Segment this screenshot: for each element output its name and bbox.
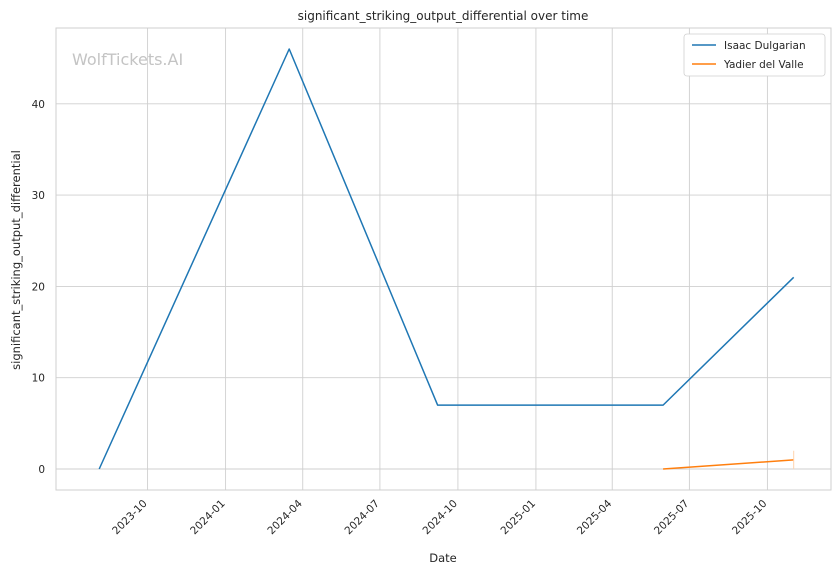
series-layer — [98, 48, 795, 470]
y-tick-label: 20 — [32, 281, 45, 293]
y-tick-label: 10 — [32, 373, 45, 385]
series-line-2 — [663, 459, 794, 470]
y-axis-label: significant_striking_output_differential — [9, 150, 23, 370]
legend-label-yadier: Yadier del Valle — [723, 59, 804, 71]
legend-label-isaac: Isaac Dulgarian — [724, 40, 806, 52]
x-axis-label: Date — [429, 551, 457, 565]
legend-box — [683, 33, 826, 77]
y-tick-label: 40 — [32, 99, 45, 111]
chart-title: significant_striking_output_differential… — [298, 9, 589, 23]
grid — [56, 28, 831, 490]
y-tick-label: 30 — [32, 190, 45, 202]
watermark: WolfTickets.AI — [72, 50, 183, 69]
plot-frame — [55, 27, 832, 491]
legend: Isaac Dulgarian Yadier del Valle — [683, 33, 826, 77]
y-tick-label: 0 — [38, 464, 45, 476]
series-line-1 — [98, 48, 795, 470]
